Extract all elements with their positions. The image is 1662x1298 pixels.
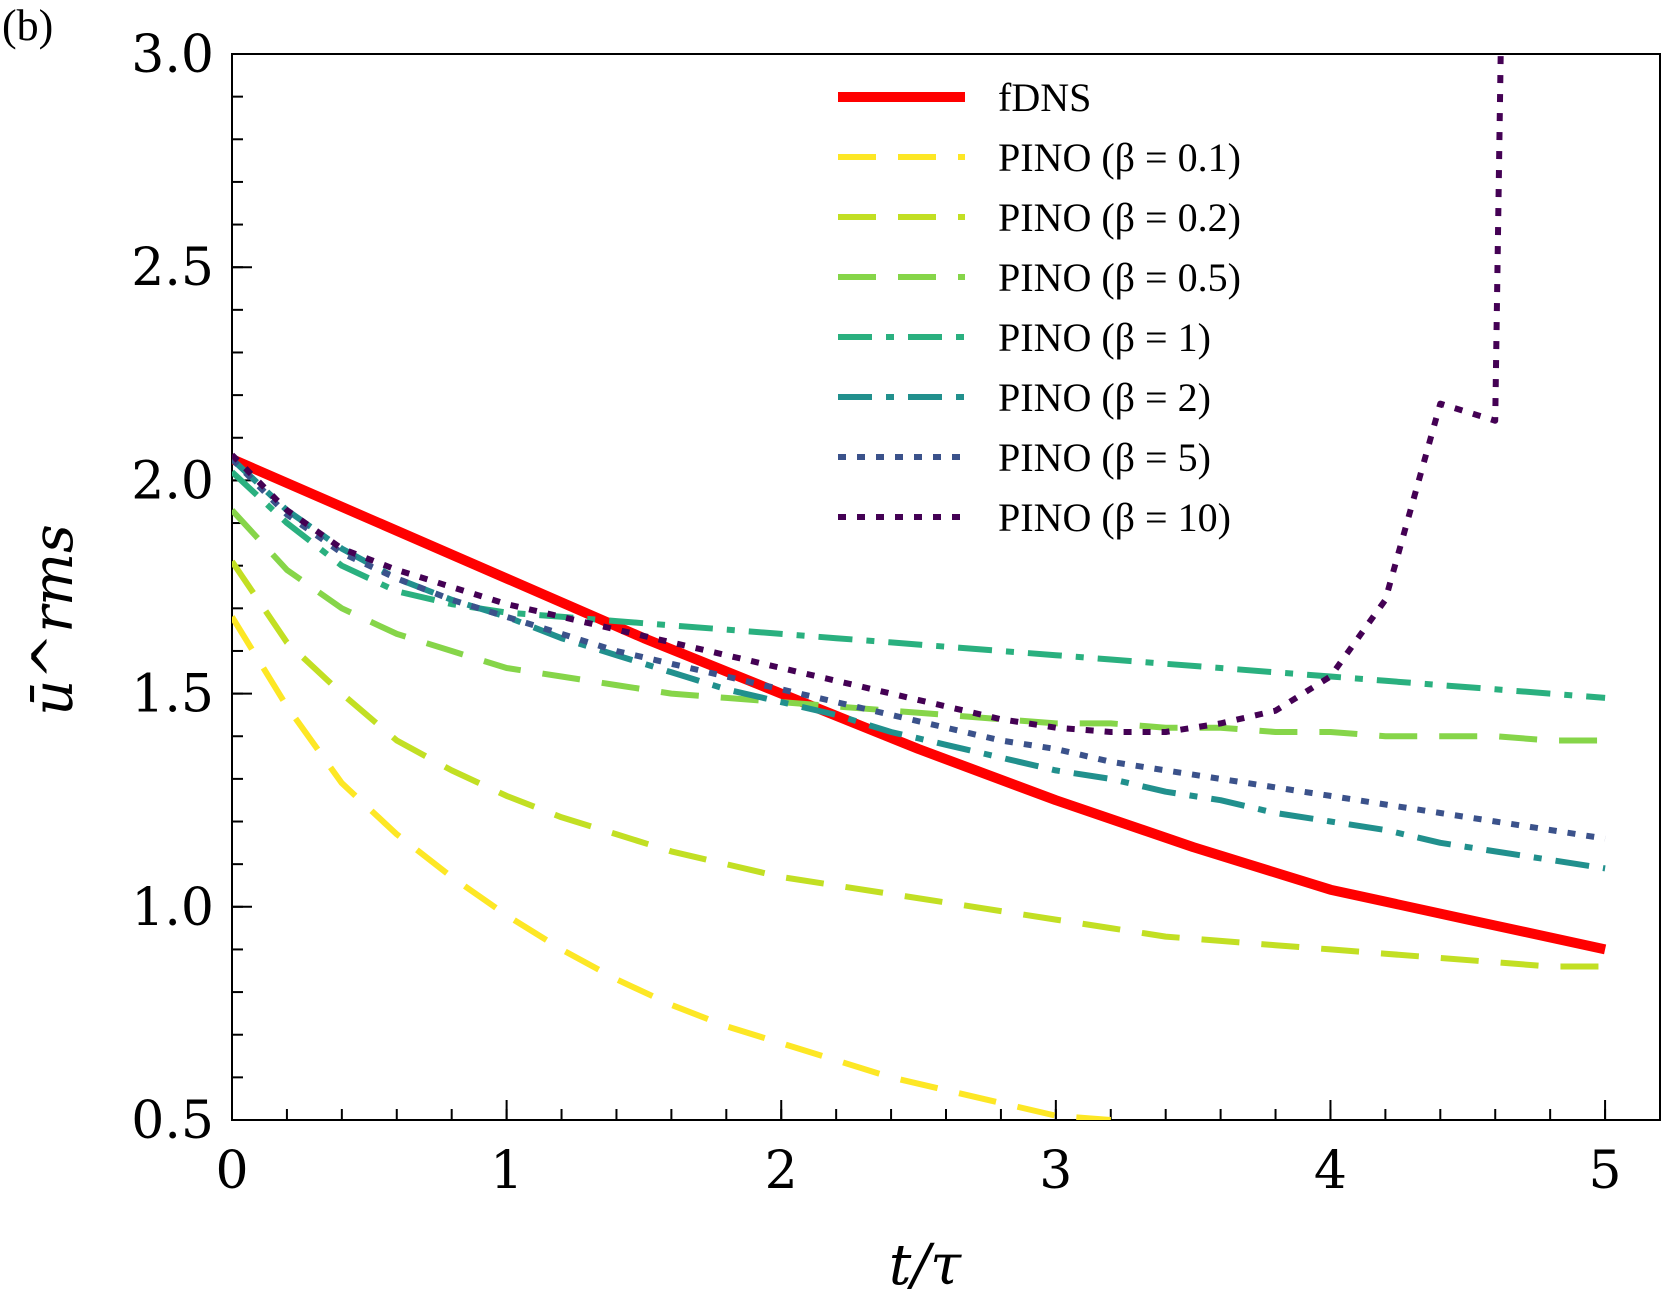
series-line-6 <box>232 456 1606 842</box>
series-line-4 <box>232 469 1606 701</box>
legend-label-3: PINO (β = 0.5) <box>998 255 1241 300</box>
series-line-1 <box>232 615 1112 1120</box>
legend-label-6: PINO (β = 5) <box>998 435 1211 480</box>
x-tick-label: 0 <box>215 1141 248 1201</box>
series-group <box>232 54 1607 1120</box>
legend-label-7: PINO (β = 10) <box>998 495 1231 540</box>
series-line-3 <box>232 508 1606 744</box>
y-tick-label: 2.0 <box>131 451 214 511</box>
series-line-0 <box>232 454 1607 955</box>
y-tick-label: 3.0 <box>131 25 214 85</box>
x-tick-label: 3 <box>1039 1141 1072 1201</box>
series-line-2 <box>232 559 1606 970</box>
legend: fDNS PINO (β = 0.1) PINO (β = 0.2) PINO (β … <box>838 75 1241 540</box>
legend-label-1: PINO (β = 0.1) <box>998 135 1241 180</box>
y-axis-label: ū^rms <box>21 524 86 716</box>
y-tick-label: 1.0 <box>131 878 214 938</box>
y-tick-label: 0.5 <box>131 1091 214 1151</box>
legend-label-0: fDNS <box>998 75 1091 120</box>
series-line-5 <box>232 456 1606 872</box>
legend-label-4: PINO (β = 1) <box>998 315 1211 360</box>
y-tick-label: 1.5 <box>131 665 214 725</box>
x-tick-label: 4 <box>1314 1141 1347 1201</box>
x-tick-label: 2 <box>765 1141 798 1201</box>
x-axis-label: t/τ <box>889 1233 962 1298</box>
x-tick-label: 5 <box>1589 1141 1622 1201</box>
legend-label-2: PINO (β = 0.2) <box>998 195 1241 240</box>
axis-ticks: 0 1 2 3 4 5 0.5 1.0 1.5 2.0 2.5 3.0 <box>131 25 1661 1201</box>
y-tick-label: 2.5 <box>131 238 214 298</box>
legend-label-5: PINO (β = 2) <box>998 375 1211 420</box>
panel-label: (b) <box>2 1 53 50</box>
x-tick-label: 1 <box>490 1141 523 1201</box>
